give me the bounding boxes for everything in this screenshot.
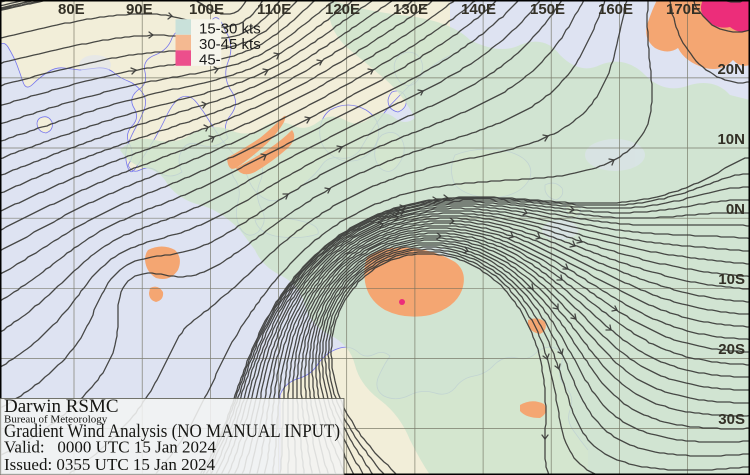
svg-text:110E: 110E [257, 1, 291, 18]
svg-text:10N: 10N [717, 131, 745, 148]
svg-text:120E: 120E [325, 1, 360, 18]
svg-text:30S: 30S [718, 411, 745, 428]
svg-text:15-30 kts: 15-30 kts [199, 21, 261, 38]
svg-text:160E: 160E [598, 1, 633, 18]
svg-text:Issued: 0355 UTC 15 Jan 2024: Issued: 0355 UTC 15 Jan 2024 [4, 455, 216, 474]
svg-text:100E: 100E [189, 1, 224, 18]
svg-text:90E: 90E [126, 1, 153, 18]
svg-text:170E: 170E [666, 1, 701, 18]
svg-text:80E: 80E [58, 1, 85, 18]
svg-text:20N: 20N [717, 61, 745, 78]
svg-text:45-: 45- [199, 52, 221, 69]
svg-text:0N: 0N [726, 201, 745, 218]
svg-text:150E: 150E [530, 1, 565, 18]
svg-text:20S: 20S [718, 341, 745, 358]
svg-text:Valid: 0000 UTC 15 Jan 2024: Valid: 0000 UTC 15 Jan 2024 [4, 438, 217, 457]
svg-text:30-45 kts: 30-45 kts [199, 36, 261, 53]
svg-text:140E: 140E [461, 1, 496, 18]
svg-text:130E: 130E [393, 1, 428, 18]
svg-text:10S: 10S [718, 271, 745, 288]
